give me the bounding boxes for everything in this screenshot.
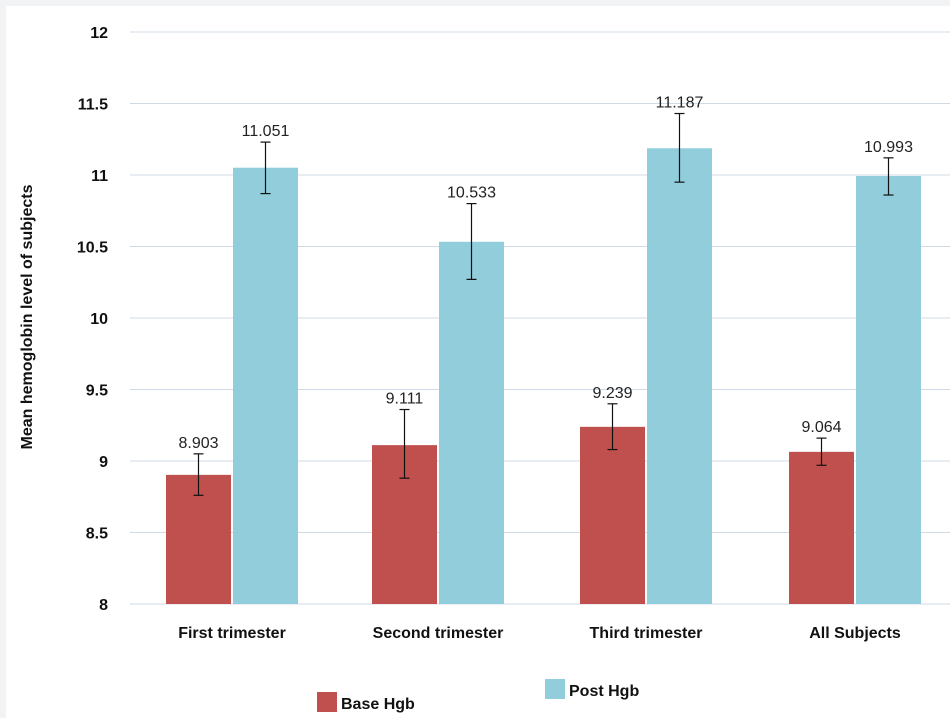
post-hgb-bar (439, 241, 504, 604)
base-hgb-bar (580, 426, 645, 604)
x-category-label: First trimester (178, 625, 286, 642)
data-label: 9.111 (386, 391, 424, 408)
y-tick-label: 9.5 (86, 383, 108, 400)
post-hgb-bar (233, 167, 298, 604)
x-category-label: All Subjects (809, 625, 901, 642)
y-tick-label: 8.5 (86, 526, 108, 543)
bars (166, 148, 921, 604)
legend: Base Hgb Post Hgb (317, 679, 639, 713)
data-label: 9.064 (801, 419, 841, 436)
error-bars (193, 112, 894, 496)
data-label: 9.239 (592, 385, 632, 402)
post-hgb-bar (856, 176, 921, 604)
x-category-label: Third trimester (590, 625, 703, 642)
y-tick-label: 11 (91, 168, 108, 185)
data-label: 11.187 (656, 95, 704, 112)
chart-container: 8 8.5 9 9.5 10 10.5 11 11.5 12 8.903 11.051 9.111 1… (6, 6, 950, 718)
y-tick-label: 11.5 (78, 97, 108, 114)
y-tick-label: 10.5 (77, 240, 108, 257)
data-label: 11.051 (242, 123, 290, 140)
data-labels: 8.903 11.051 9.111 10.533 9.239 11.187 9.064 10… (178, 95, 913, 452)
legend-swatch-base-hgb (317, 692, 337, 712)
data-label: 8.903 (178, 435, 218, 452)
y-tick-label: 8 (99, 597, 108, 614)
data-label: 10.993 (864, 139, 913, 156)
base-hgb-bar (789, 451, 854, 604)
base-hgb-bar (166, 474, 231, 604)
y-tick-label: 9 (99, 454, 108, 471)
legend-label: Post Hgb (569, 683, 639, 700)
legend-label: Base Hgb (341, 696, 415, 713)
y-axis-ticks: 8 8.5 9 9.5 10 10.5 11 11.5 12 (77, 25, 108, 614)
y-tick-label: 10 (90, 311, 108, 328)
y-axis-label: Mean hemoglobin level of subjects (19, 184, 36, 449)
post-hgb-bar (647, 148, 712, 604)
legend-swatch-post-hgb (545, 679, 565, 699)
x-axis-categories: First trimester Second trimester Third tri… (178, 625, 901, 642)
data-label: 10.533 (447, 185, 496, 202)
x-category-label: Second trimester (373, 625, 504, 642)
bar-chart: 8 8.5 9 9.5 10 10.5 11 11.5 12 8.903 11.051 9.111 1… (19, 25, 950, 713)
y-tick-label: 12 (90, 25, 108, 42)
